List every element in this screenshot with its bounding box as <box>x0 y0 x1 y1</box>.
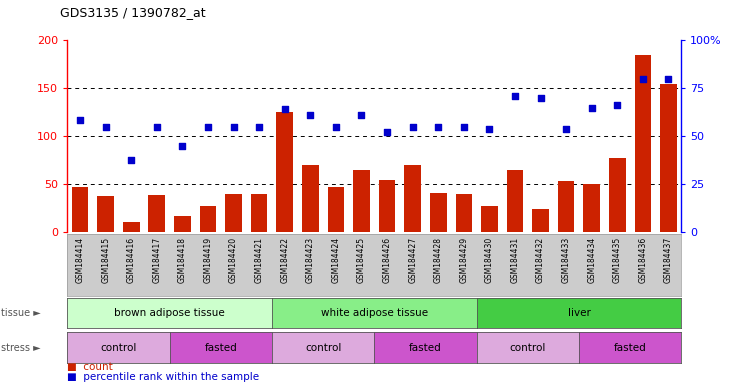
Point <box>458 124 470 130</box>
Point <box>279 106 291 113</box>
Bar <box>174 216 191 232</box>
Bar <box>251 194 268 232</box>
Text: GSM184418: GSM184418 <box>178 237 187 283</box>
Text: GSM184432: GSM184432 <box>536 237 545 283</box>
Bar <box>225 194 242 232</box>
Bar <box>72 187 88 232</box>
Text: GSM184437: GSM184437 <box>664 237 673 283</box>
Text: GSM184435: GSM184435 <box>613 237 622 283</box>
Bar <box>200 207 216 232</box>
Text: GSM184420: GSM184420 <box>229 237 238 283</box>
Text: GSM184415: GSM184415 <box>101 237 110 283</box>
Text: control: control <box>100 343 137 353</box>
Bar <box>327 187 344 232</box>
Text: liver: liver <box>567 308 591 318</box>
Text: GSM184427: GSM184427 <box>408 237 417 283</box>
Text: GSM184426: GSM184426 <box>382 237 392 283</box>
Point <box>126 157 137 164</box>
Bar <box>507 170 523 232</box>
Point <box>433 124 444 130</box>
Bar <box>635 55 651 232</box>
Point <box>228 124 240 130</box>
Point <box>484 126 496 132</box>
Point <box>356 112 368 118</box>
Point <box>382 128 393 135</box>
Point <box>177 143 189 149</box>
Bar <box>276 112 293 232</box>
Bar <box>302 165 319 232</box>
Point <box>99 124 112 130</box>
Bar <box>481 207 498 232</box>
Point <box>253 124 265 130</box>
Text: GSM184430: GSM184430 <box>485 237 494 283</box>
Point <box>75 117 86 123</box>
Text: ■  percentile rank within the sample: ■ percentile rank within the sample <box>67 372 260 382</box>
Point <box>151 124 162 130</box>
Point <box>586 104 598 111</box>
Text: GSM184428: GSM184428 <box>433 237 443 283</box>
Text: GSM184436: GSM184436 <box>638 237 648 283</box>
Point <box>535 95 547 101</box>
Point <box>662 76 674 82</box>
Text: GSM184429: GSM184429 <box>459 237 469 283</box>
Point <box>509 93 520 99</box>
Bar <box>148 195 165 232</box>
Text: GSM184422: GSM184422 <box>280 237 289 283</box>
Point <box>304 112 316 118</box>
Bar <box>455 194 472 232</box>
Bar <box>123 222 140 232</box>
Point <box>406 124 418 130</box>
Bar <box>379 180 395 232</box>
Text: GSM184423: GSM184423 <box>306 237 315 283</box>
Point <box>637 76 649 82</box>
Text: GSM184425: GSM184425 <box>357 237 366 283</box>
Text: fasted: fasted <box>614 343 646 353</box>
Point <box>202 124 214 130</box>
Bar <box>583 184 600 232</box>
Bar <box>353 170 370 232</box>
Text: GSM184421: GSM184421 <box>254 237 264 283</box>
Text: GDS3135 / 1390782_at: GDS3135 / 1390782_at <box>60 6 205 19</box>
Text: GSM184434: GSM184434 <box>587 237 596 283</box>
Bar <box>660 84 677 232</box>
Text: stress ►: stress ► <box>1 343 41 353</box>
Text: tissue ►: tissue ► <box>1 308 41 318</box>
Bar <box>404 165 421 232</box>
Text: fasted: fasted <box>409 343 442 353</box>
Point <box>560 126 572 132</box>
Text: GSM184433: GSM184433 <box>561 237 571 283</box>
Text: control: control <box>510 343 546 353</box>
Text: GSM184424: GSM184424 <box>331 237 341 283</box>
Bar <box>97 196 114 232</box>
Text: GSM184417: GSM184417 <box>152 237 162 283</box>
Text: GSM184431: GSM184431 <box>510 237 520 283</box>
Text: brown adipose tissue: brown adipose tissue <box>114 308 225 318</box>
Text: control: control <box>305 343 341 353</box>
Point <box>611 101 623 108</box>
Bar <box>532 209 549 232</box>
Text: GSM184414: GSM184414 <box>75 237 85 283</box>
Text: GSM184419: GSM184419 <box>203 237 213 283</box>
Bar <box>558 182 575 232</box>
Bar <box>430 193 447 232</box>
Point <box>330 124 341 130</box>
Text: fasted: fasted <box>205 343 237 353</box>
Text: ■  count: ■ count <box>67 362 113 372</box>
Bar <box>609 158 626 232</box>
Text: GSM184416: GSM184416 <box>126 237 136 283</box>
Text: white adipose tissue: white adipose tissue <box>321 308 428 318</box>
